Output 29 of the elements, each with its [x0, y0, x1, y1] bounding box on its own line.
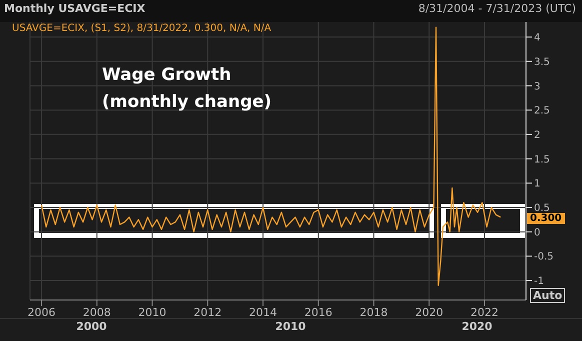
x-tick-label: 2006: [28, 306, 56, 319]
x-tick-label: 2010: [138, 306, 166, 319]
x-tick-label: 2014: [249, 306, 278, 319]
chart-title: Monthly USAVGE=ECIX: [4, 2, 146, 15]
auto-button[interactable]: Auto: [530, 288, 566, 303]
x-tick-label: 2022: [470, 306, 498, 319]
x-tick-label: 2018: [360, 306, 388, 319]
y-tick-label: 0.5: [534, 203, 550, 214]
x-tick-label: 2008: [82, 306, 111, 319]
text: 2010: [274, 320, 307, 333]
chart-subtitle: 8/31/2004 - 7/31/2023 (UTC): [418, 2, 576, 15]
x-tick-label: 2012: [194, 306, 222, 319]
annotation: USAVGE=ECIX, (S1, S2), 8/31/2022, 0.300, N/A, N/A: [12, 23, 272, 34]
y-tick-label: 3: [534, 81, 540, 92]
y-tick-label: -1: [534, 276, 544, 288]
text: 2020: [460, 320, 494, 333]
y-tick-label: 3.5: [534, 56, 550, 68]
y-tick-label: 1: [534, 178, 540, 190]
text: 0.300: [527, 213, 565, 224]
y-tick-label: 2.5: [534, 106, 550, 117]
y-tick-label: -0.5: [534, 252, 554, 263]
x-tick-label: 2020: [415, 306, 444, 319]
y-tick-label: 1.5: [534, 154, 550, 166]
y-tick-label: 2: [534, 130, 540, 141]
x-tick-label: 2016: [304, 306, 332, 319]
annotation: Wage Growth (monthly change): [102, 64, 273, 114]
y-tick-label: 4: [534, 32, 540, 44]
text: 2000: [75, 320, 108, 333]
y-tick-label: 0: [534, 227, 540, 238]
